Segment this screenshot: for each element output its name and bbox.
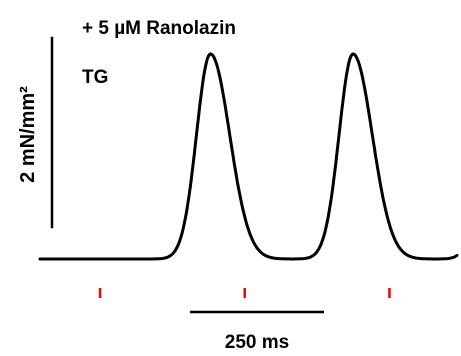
chart-title: + 5 µM Ranolazin [82, 18, 236, 39]
y-scale-bar-label: 2 mN/mm² [17, 86, 39, 183]
force-trace-line [38, 52, 459, 261]
stimulus-markers [98, 288, 391, 298]
chart-subtitle: TG [82, 67, 108, 88]
x-scale-bar-label: 250 ms [225, 332, 289, 353]
